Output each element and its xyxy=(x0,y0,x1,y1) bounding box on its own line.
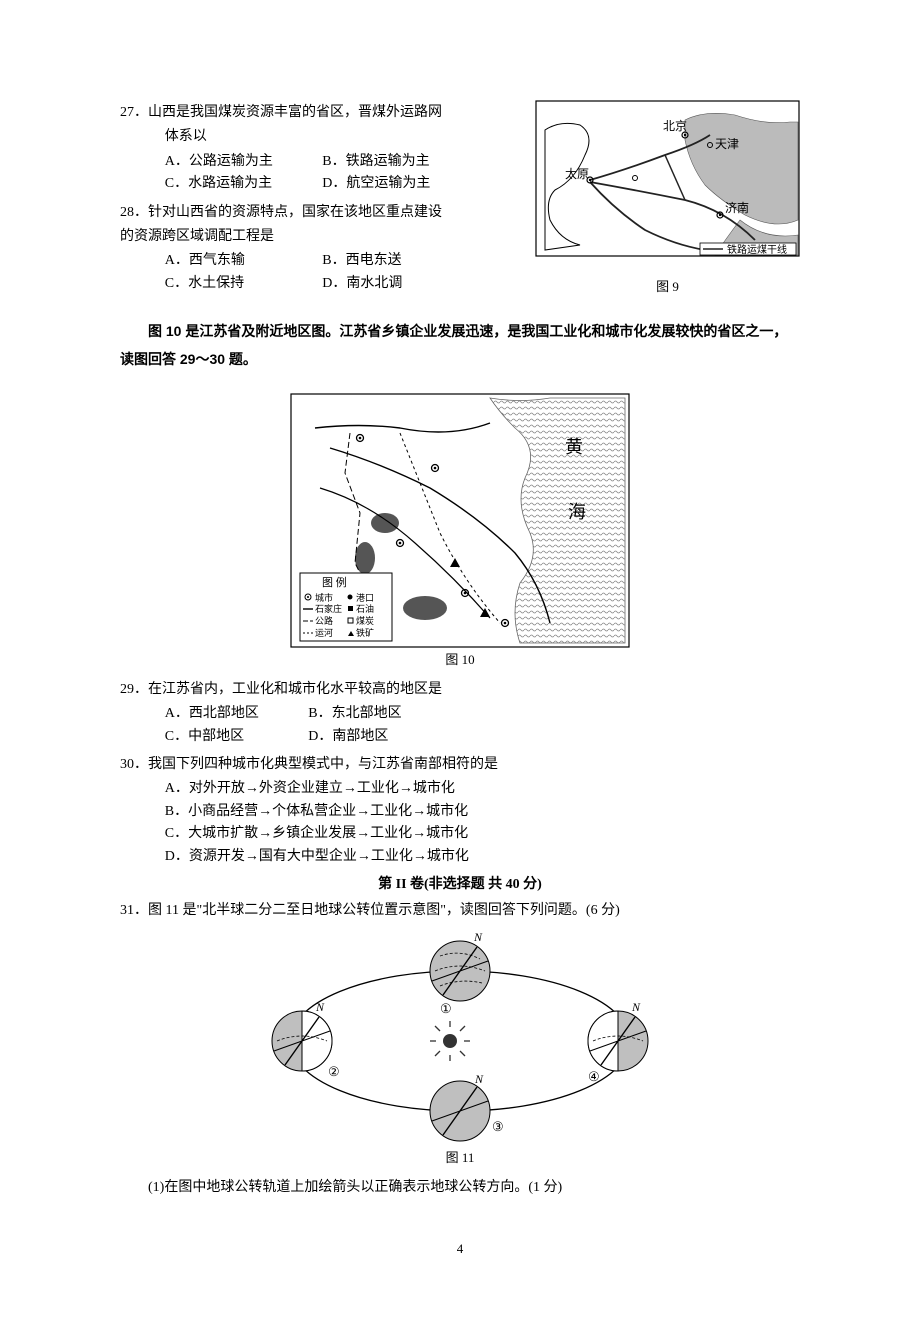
svg-text:铁路运煤干线: 铁路运煤干线 xyxy=(727,243,787,256)
q27-opt-a: A．公路运输为主 xyxy=(165,151,319,173)
q29-opt-c: C．中部地区 xyxy=(165,726,305,748)
question-30: 30．我国下列四种城市化典型模式中，与江苏省南部相符的是 A．对外开放→外资企业… xyxy=(120,754,800,868)
svg-text:太原: 太原 xyxy=(565,166,589,181)
svg-text:石家庄: 石家庄 xyxy=(315,603,342,614)
q28-opt-b: B．西电东送 xyxy=(322,250,401,272)
question-31: 31．图 11 是"北半球二分二至日地球公转位置示意图"，读图回答下列问题。(6… xyxy=(120,900,800,922)
svg-text:城市: 城市 xyxy=(315,592,333,603)
q30-opt-b: B．小商品经营→个体私营企业→工业化→城市化 xyxy=(165,804,468,819)
q28-line1: 针对山西省的资源特点，国家在该地区重点建设 xyxy=(148,205,442,220)
q31-num: 31． xyxy=(120,903,148,918)
page-number: 4 xyxy=(120,1239,800,1260)
q30-num: 30． xyxy=(120,757,148,772)
q27-opt-b: B．铁路运输为主 xyxy=(322,151,429,173)
svg-text:②: ② xyxy=(328,1064,340,1079)
q28-line2: 的资源跨区域调配工程是 xyxy=(120,229,274,244)
svg-text:公路: 公路 xyxy=(315,615,333,626)
svg-text:济南: 济南 xyxy=(725,200,749,215)
q30-opt-a: A．对外开放→外资企业建立→工业化→城市化 xyxy=(165,781,455,796)
q29-opt-d: D．南部地区 xyxy=(308,726,388,748)
svg-text:N: N xyxy=(473,931,483,944)
svg-text:N: N xyxy=(315,1000,325,1014)
q27-line2: 体系以 xyxy=(165,129,207,144)
q29-opt-b: B．东北部地区 xyxy=(308,703,401,725)
figure-9: 北京 天津 太原 济南 铁路运煤干线 图 9 xyxy=(535,100,800,298)
figure-11-svg: N ① N ② N ③ N ④ xyxy=(250,931,670,1146)
svg-text:铁矿: 铁矿 xyxy=(356,627,374,638)
svg-text:③: ③ xyxy=(492,1119,504,1134)
part-2-title: 第 II 卷(非选择题 共 40 分) xyxy=(120,874,800,896)
figure-11-caption: 图 11 xyxy=(120,1148,800,1169)
q28-num: 28． xyxy=(120,205,148,220)
q27-num: 27． xyxy=(120,105,148,120)
figure-9-caption: 图 9 xyxy=(535,277,800,298)
q28-opt-d: D．南水北调 xyxy=(322,273,402,295)
svg-text:运河: 运河 xyxy=(315,627,333,638)
svg-text:煤炭: 煤炭 xyxy=(356,615,374,626)
svg-text:海: 海 xyxy=(568,502,586,522)
q30-text: 我国下列四种城市化典型模式中，与江苏省南部相符的是 xyxy=(148,757,498,772)
svg-text:图 例: 图 例 xyxy=(322,575,347,589)
q27-opt-d: D．航空运输为主 xyxy=(322,173,430,195)
q27-line1: 山西是我国煤炭资源丰富的省区，晋煤外运路网 xyxy=(148,105,442,120)
q28-opt-a: A．西气东输 xyxy=(165,250,319,272)
svg-text:港口: 港口 xyxy=(356,592,374,603)
q29-opt-a: A．西北部地区 xyxy=(165,703,305,725)
svg-text:N: N xyxy=(474,1072,484,1086)
svg-text:①: ① xyxy=(440,1001,452,1016)
q31-sub1: (1)在图中地球公转轨道上加绘箭头以正确表示地球公转方向。(1 分) xyxy=(120,1177,800,1199)
question-29: 29．在江苏省内，工业化和城市化水平较高的地区是 A．西北部地区 B．东北部地区… xyxy=(120,679,800,748)
q28-opt-c: C．水土保持 xyxy=(165,273,319,295)
q30-opt-c: C．大城市扩散→乡镇企业发展→工业化→城市化 xyxy=(165,826,468,841)
figure-10-caption: 图 10 xyxy=(120,650,800,671)
svg-text:黄: 黄 xyxy=(565,437,583,457)
intro-29-30: 图 10 是江苏省及附近地区图。江苏省乡镇企业发展迅速，是我国工业化和城市化发展… xyxy=(120,317,800,373)
svg-text:N: N xyxy=(631,1000,641,1014)
q30-opt-d: D．资源开发→国有大中型企业→工业化→城市化 xyxy=(165,849,469,864)
svg-text:石油: 石油 xyxy=(356,603,374,614)
figure-9-svg: 北京 天津 太原 济南 铁路运煤干线 xyxy=(535,100,800,275)
figure-10-svg: 黄 海 图 例 城市 港口 石家庄 石油 公路 煤炭 xyxy=(290,393,630,648)
svg-text:④: ④ xyxy=(588,1069,600,1084)
figure-11: N ① N ② N ③ N ④ xyxy=(120,931,800,1169)
figure-10: 黄 海 图 例 城市 港口 石家庄 石油 公路 煤炭 xyxy=(120,393,800,671)
q31-text: 图 11 是"北半球二分二至日地球公转位置示意图"，读图回答下列问题。(6 分) xyxy=(148,903,620,918)
q29-num: 29． xyxy=(120,682,148,697)
svg-text:北京: 北京 xyxy=(663,119,687,133)
svg-text:天津: 天津 xyxy=(715,137,739,151)
q29-text: 在江苏省内，工业化和城市化水平较高的地区是 xyxy=(148,682,442,697)
q27-opt-c: C．水路运输为主 xyxy=(165,173,319,195)
